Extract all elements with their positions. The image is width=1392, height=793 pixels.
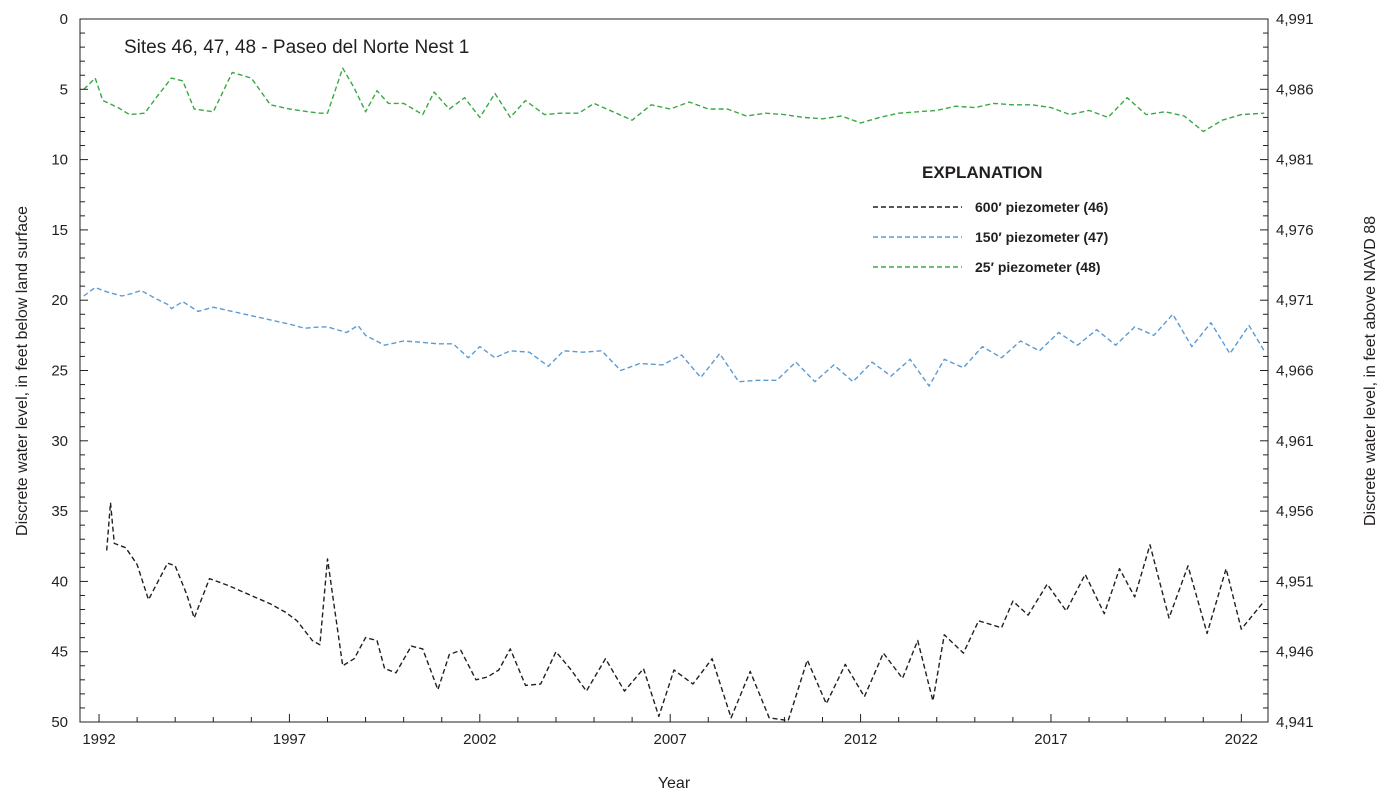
y-left-tick-label: 5 <box>60 81 68 98</box>
y-right-tick-label: 4,961 <box>1276 433 1314 450</box>
y-left-tick-label: 30 <box>51 433 68 450</box>
y-right-tick-label: 4,981 <box>1276 152 1314 169</box>
legend-label: 25′ piezometer (48) <box>975 259 1101 275</box>
y-left-tick-label: 25 <box>51 363 68 380</box>
legend-label: 150′ piezometer (47) <box>975 229 1108 245</box>
y-right-tick-label: 4,966 <box>1276 363 1314 380</box>
series-line-2 <box>83 67 1265 133</box>
legend: EXPLANATION 600′ piezometer (46) 150′ pie… <box>873 163 1108 275</box>
y-right-tick-label: 4,991 <box>1276 11 1314 28</box>
series-layer <box>83 67 1265 722</box>
y-right-tick-label: 4,946 <box>1276 644 1314 661</box>
x-axis-ticks: 1992 1997 2002 2007 2012 2017 2022 <box>82 714 1258 748</box>
y-left-tick-label: 40 <box>51 573 68 590</box>
y-right-tick-label: 4,986 <box>1276 81 1314 98</box>
x-tick-label: 2002 <box>463 731 496 748</box>
y-axis-right-title: Discrete water level, in feet above NAVD… <box>1362 216 1379 526</box>
series-line-1 <box>83 286 1265 387</box>
x-tick-label: 1997 <box>273 731 306 748</box>
legend-title: EXPLANATION <box>922 163 1043 182</box>
legend-entries: 600′ piezometer (46) 150′ piezometer (47)… <box>873 199 1108 275</box>
y-left-tick-label: 45 <box>51 644 68 661</box>
y-right-tick-label: 4,976 <box>1276 222 1314 239</box>
series-line-0 <box>106 502 1265 722</box>
x-axis-title: Year <box>658 775 691 792</box>
y-left-tick-label: 0 <box>60 11 68 28</box>
y-left-tick-label: 15 <box>51 222 68 239</box>
y-right-tick-label: 4,951 <box>1276 573 1314 590</box>
y-left-tick-label: 20 <box>51 292 68 309</box>
y-axis-right-ticks: 4,991 4,986 4,981 4,976 4,971 4,966 4,961 4,956… <box>1260 11 1314 731</box>
x-tick-label: 2012 <box>844 731 877 748</box>
x-tick-label: 2007 <box>654 731 687 748</box>
y-right-tick-label: 4,971 <box>1276 292 1314 309</box>
x-tick-label: 2017 <box>1034 731 1067 748</box>
y-axis-left-title: Discrete water level, in feet below land… <box>14 206 31 536</box>
y-right-tick-label: 4,956 <box>1276 503 1314 520</box>
y-left-tick-label: 10 <box>51 152 68 169</box>
chart-title: Sites 46, 47, 48 - Paseo del Norte Nest … <box>124 37 469 58</box>
y-axis-left-ticks: 0 5 10 15 20 25 30 35 40 45 50 <box>51 11 88 731</box>
y-right-tick-label: 4,941 <box>1276 714 1314 731</box>
y-left-tick-label: 50 <box>51 714 68 731</box>
x-tick-label: 2022 <box>1225 731 1258 748</box>
x-tick-label: 1992 <box>82 731 115 748</box>
plot-frame <box>79 18 1269 723</box>
legend-label: 600′ piezometer (46) <box>975 199 1108 215</box>
y-left-tick-label: 35 <box>51 503 68 520</box>
